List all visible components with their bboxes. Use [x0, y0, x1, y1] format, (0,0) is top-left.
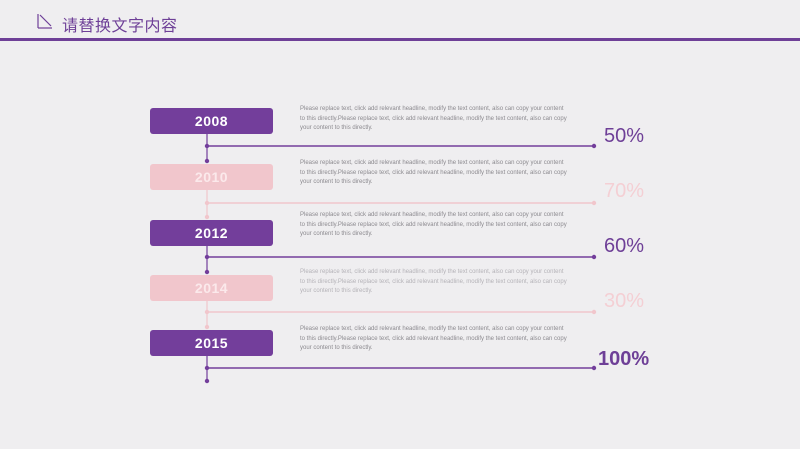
description-text: Please replace text, click add relevant …: [300, 326, 567, 352]
percent-label: 30%: [604, 290, 645, 312]
connector-dot: [591, 365, 597, 371]
connector-dot: [204, 200, 210, 206]
year-badge-2010: 2010: [150, 164, 273, 190]
year-badge-2015: 2015: [150, 330, 273, 356]
connector-dot: [204, 269, 210, 275]
year-badge-2012: 2012: [150, 220, 273, 246]
page-title: 请替换文字内容: [62, 16, 178, 35]
connector-dot: [591, 254, 597, 260]
description-text: Please replace text, click add relevant …: [300, 212, 567, 238]
description-text: Please replace text, click add relevant …: [300, 160, 567, 186]
percent-label: 60%: [604, 235, 645, 257]
percent-label: 70%: [604, 180, 645, 202]
percent-label: 100%: [598, 348, 650, 370]
connector-dot: [204, 254, 210, 260]
connector-dot: [204, 365, 210, 371]
connector-dot: [204, 324, 210, 330]
connector-dot: [204, 309, 210, 315]
description-text: Please replace text, click add relevant …: [300, 269, 567, 295]
connector-dot: [204, 378, 210, 384]
connector-dot: [591, 143, 597, 149]
connector-dot: [591, 200, 597, 206]
description-text: Please replace text, click add relevant …: [300, 106, 567, 132]
year-badge-2008: 2008: [150, 108, 273, 134]
connector-dot: [591, 309, 597, 315]
year-badge-2014: 2014: [150, 275, 273, 301]
percent-label: 50%: [604, 125, 645, 147]
connector-dot: [204, 158, 210, 164]
connector-dot: [204, 214, 210, 220]
diagonal-slash-icon: [37, 14, 52, 29]
header-divider: [0, 38, 800, 41]
connector-dot: [204, 143, 210, 149]
